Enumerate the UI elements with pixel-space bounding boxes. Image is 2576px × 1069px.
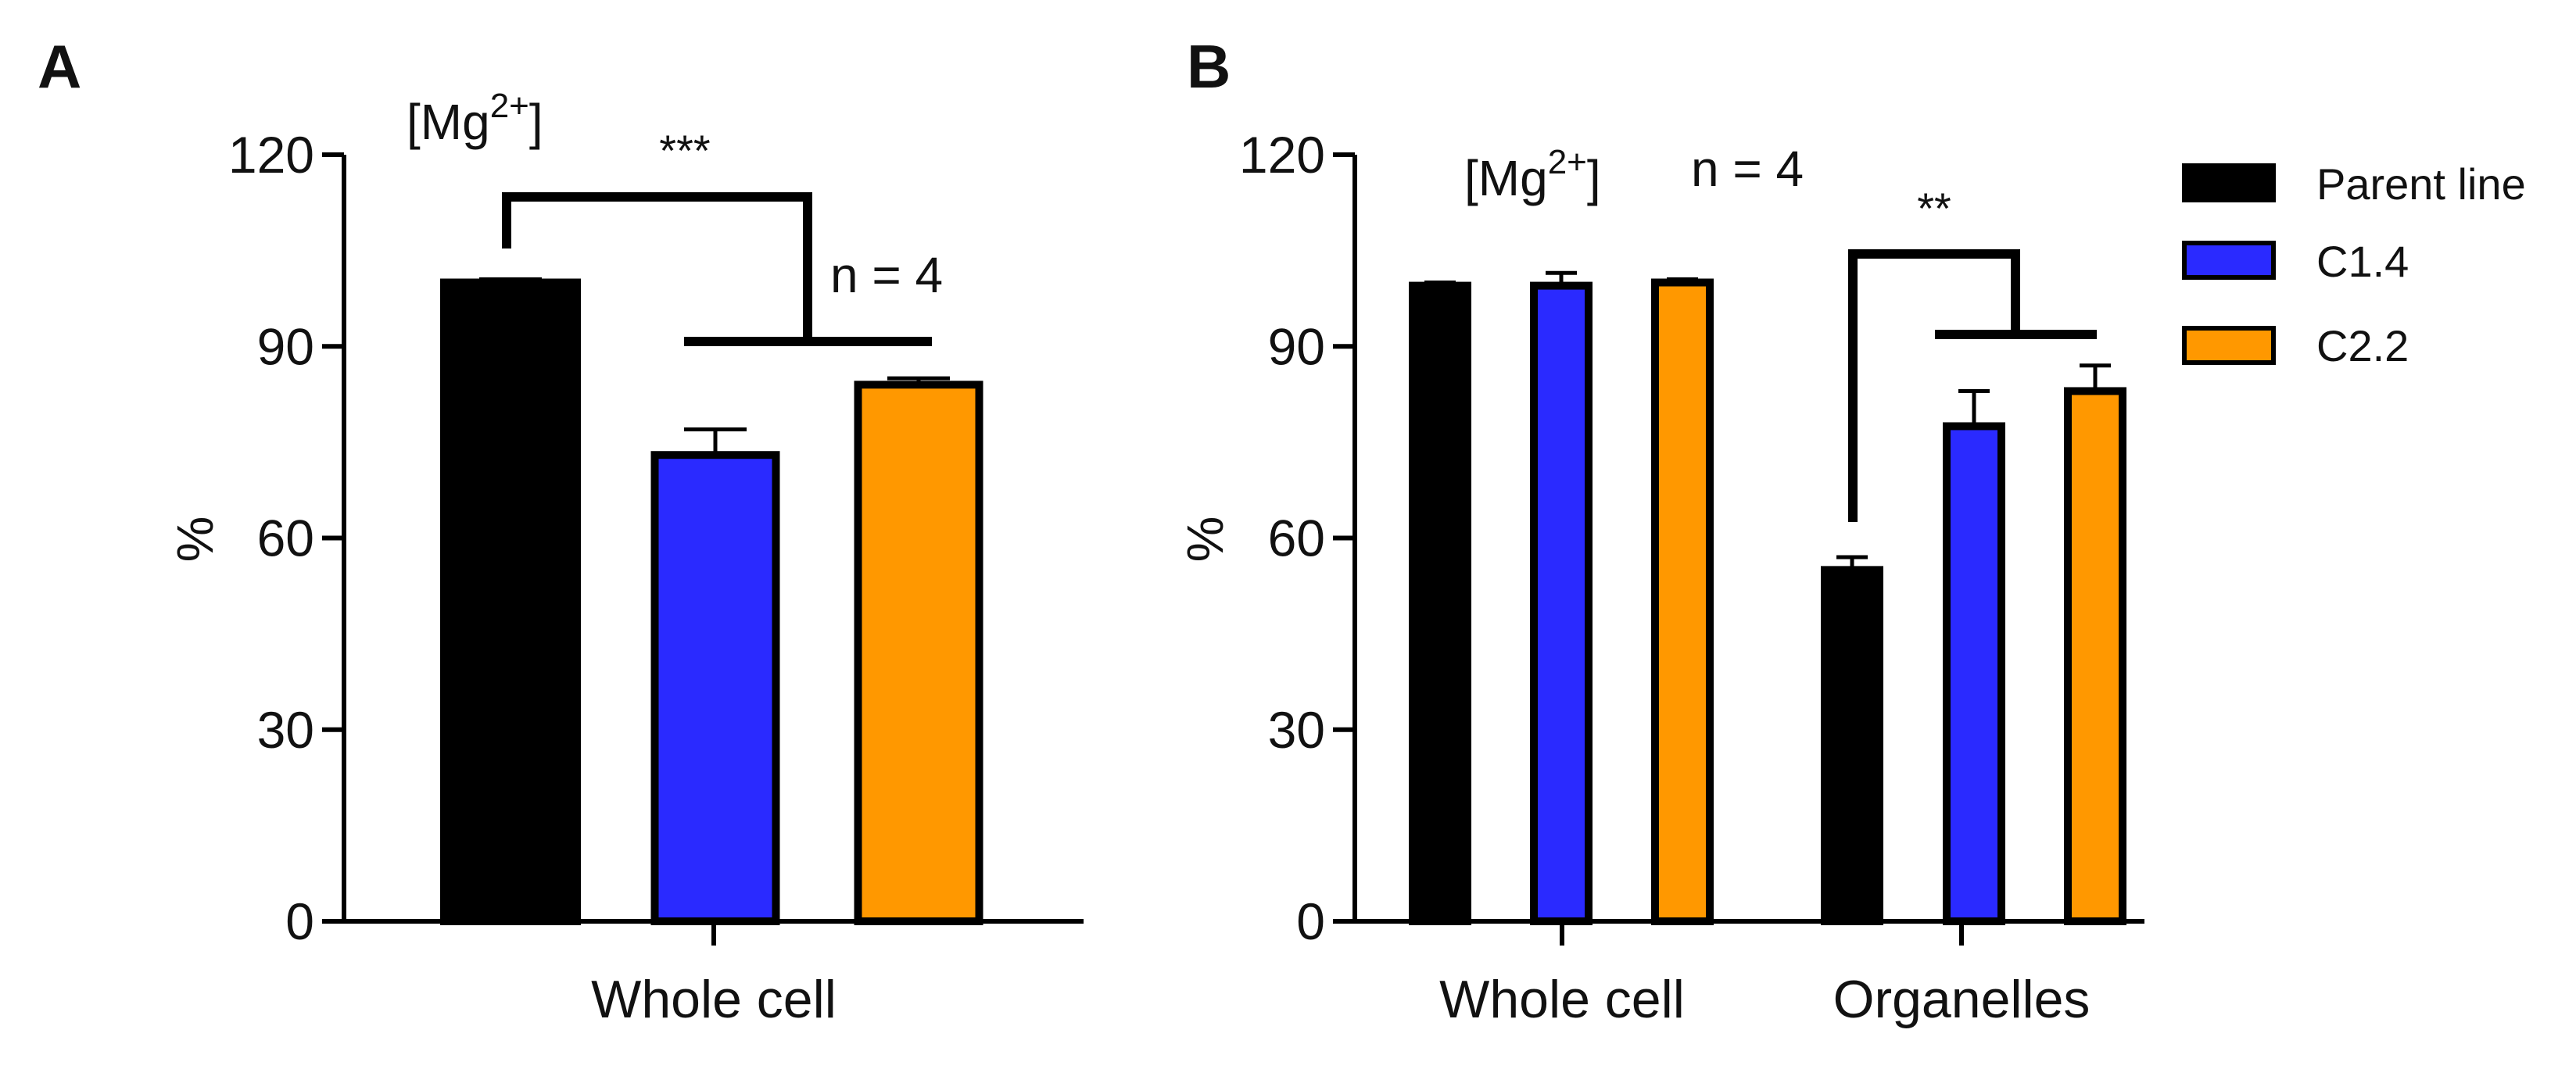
- panel-b-title: [Mg2+]: [1464, 143, 1601, 206]
- panel-a-bar-parent-line: [440, 278, 581, 925]
- panel-b-bars: [1409, 270, 2126, 926]
- panel-a-ylabel: %: [166, 517, 224, 563]
- panel-b-bar-parent-line: [1409, 281, 1471, 925]
- panel-b-n-label: n = 4: [1691, 141, 1804, 197]
- panel-b-letter: B: [1187, 32, 1231, 101]
- panel-a-ytick-label: 90: [257, 317, 314, 375]
- legend-label-parent-line: Parent line: [2316, 159, 2526, 209]
- panel-a-n-label: n = 4: [830, 247, 943, 303]
- legend-label-c1-4: C1.4: [2316, 237, 2409, 286]
- panel-a-ytick-label: 30: [257, 701, 314, 759]
- panel-b: B [Mg2+] n = 4 % 0 30 60 90 120 Whole ce…: [1176, 32, 2526, 1029]
- panel-a: A [Mg2+] % 0 30 60 90 120 Whole cell: [38, 32, 1084, 1029]
- panel-b-ytick-label: 120: [1239, 126, 1325, 184]
- panel-a-letter: A: [38, 32, 81, 101]
- panel-b-ytick-label: 30: [1268, 701, 1325, 759]
- panel-a-title: [Mg2+]: [407, 87, 543, 150]
- panel-b-bar-c2-2: [2064, 387, 2126, 926]
- panel-b-significance-bracket: [1848, 249, 2020, 522]
- legend-label-c2-2: C2.2: [2316, 321, 2409, 370]
- panel-a-bar-c1-4: [650, 451, 780, 925]
- legend: Parent line C1.4 C2.2: [2182, 159, 2526, 370]
- panel-a-ytick-label: 120: [228, 126, 314, 184]
- panel-a-xtick-label: Whole cell: [591, 970, 837, 1029]
- panel-b-ytick-label: 0: [1296, 892, 1325, 950]
- panel-a-ytick-label: 0: [285, 892, 314, 950]
- panel-b-bar-c1-4: [1943, 422, 2005, 925]
- panel-a-significance-bracket: [502, 192, 812, 341]
- panel-b-bar-c1-4: [1530, 281, 1593, 925]
- panel-b-xtick-label: Organelles: [1833, 970, 2091, 1029]
- panel-a-bar-c2-2: [854, 381, 983, 925]
- panel-a-significance-stars: ***: [659, 126, 710, 175]
- legend-swatch-c2-2: [2182, 326, 2276, 365]
- panel-b-xtick-label: Whole cell: [1439, 970, 1685, 1029]
- panel-b-bar-c2-2: [1651, 278, 1714, 925]
- panel-a-bars: [440, 277, 983, 925]
- panel-a-ytick-label: 60: [257, 509, 314, 567]
- panel-b-bar-parent-line: [1821, 566, 1883, 925]
- panel-b-ytick-label: 90: [1268, 317, 1325, 375]
- legend-swatch-c1-4: [2182, 241, 2276, 280]
- panel-b-ylabel: %: [1176, 517, 1234, 563]
- legend-swatch-parent-line: [2182, 163, 2276, 202]
- panel-b-significance-stars: **: [1917, 184, 1951, 233]
- panel-b-ytick-label: 60: [1268, 509, 1325, 567]
